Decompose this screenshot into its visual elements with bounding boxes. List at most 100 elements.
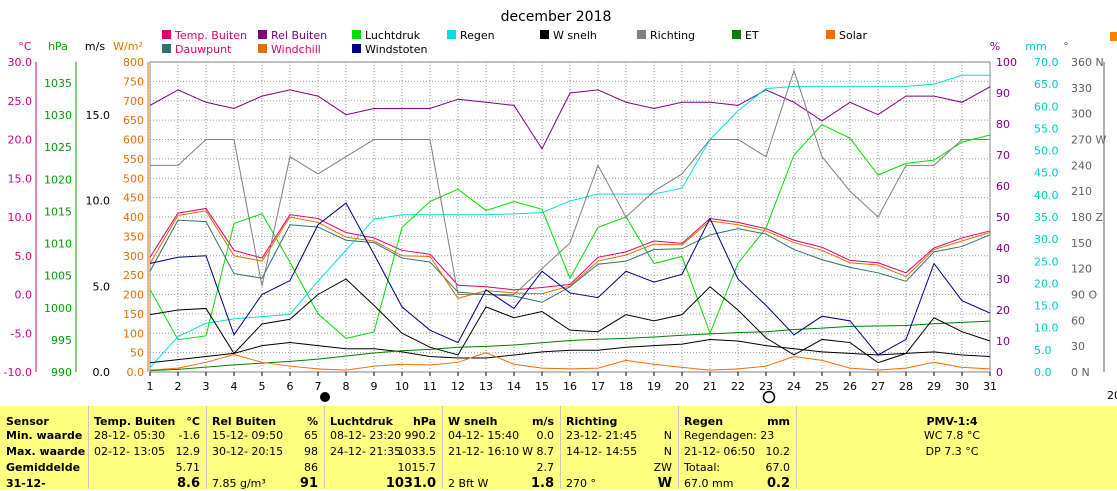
x-tick-label: 29 bbox=[927, 380, 941, 393]
new-moon-icon bbox=[320, 392, 330, 402]
wind-bft: 2 Bft W bbox=[448, 477, 489, 490]
chart-legend: Temp. Buiten Rel Buiten Luchtdruk Regen W sn… bbox=[162, 29, 868, 56]
axis-tick-wm2: 600 bbox=[123, 134, 144, 147]
x-tick-label: 15 bbox=[535, 380, 549, 393]
series-windstoten-line bbox=[149, 202, 991, 356]
x-tick-label: 1 bbox=[147, 380, 154, 393]
axis-tick-mm: 20.0 bbox=[1034, 277, 1059, 290]
pmv-column: PMV-1:4 WC 7.8 °C DP 7.3 °C bbox=[802, 406, 1102, 489]
axis-tick-pct: 10 bbox=[996, 335, 1010, 348]
axis-tick-temp_c: 15.0 bbox=[8, 172, 33, 185]
x-tick-label: 5 bbox=[259, 380, 266, 393]
plot-area bbox=[149, 68, 991, 372]
pmv-dewpoint: DP 7.3 °C bbox=[925, 445, 979, 458]
x-tick-label: 23 bbox=[759, 380, 773, 393]
x-tick-label: 9 bbox=[371, 380, 378, 393]
axis-tick-hpa: 1025 bbox=[44, 141, 72, 154]
legend-swatch bbox=[732, 30, 741, 39]
direction-max-value: N bbox=[663, 445, 672, 458]
x-tick-label: 19 bbox=[647, 380, 661, 393]
chart-grid bbox=[149, 61, 991, 373]
axis-tick-temp_c: 0.0 bbox=[15, 289, 33, 302]
temp-header: Temp. Buiten bbox=[94, 415, 176, 428]
right-edge-tick-label: 20 bbox=[1107, 389, 1117, 402]
series-dauwpunt-line bbox=[149, 219, 991, 303]
axis-tick-deg: 30 bbox=[1071, 340, 1085, 353]
axis-tick-deg: 120 bbox=[1071, 263, 1092, 276]
row-label-current: 31-12- bbox=[6, 477, 46, 490]
x-tick-label: 17 bbox=[591, 380, 605, 393]
axis-tick-pct: 100 bbox=[996, 56, 1017, 69]
series-richting-line bbox=[150, 68, 990, 295]
axis-tick-wm2: 150 bbox=[123, 308, 144, 321]
axis-label-ms: m/s bbox=[85, 40, 105, 53]
rain-month-total: 67.0 mm bbox=[684, 477, 734, 490]
pressure-current-value: 1031.0 bbox=[385, 476, 436, 491]
legend-swatch bbox=[447, 30, 456, 39]
axis-tick-mm: 70.0 bbox=[1034, 56, 1059, 69]
rain-column: Regen mm Regendagen: 23 21-12- 06:50 10.… bbox=[684, 406, 791, 490]
x-tick-label: 2 bbox=[175, 380, 182, 393]
axis-tick-temp_c: 5.0 bbox=[15, 250, 33, 263]
axis-tick-deg: 330 bbox=[1071, 82, 1092, 95]
axis-tick-wm2: 0.0 bbox=[127, 366, 145, 379]
axis-tick-hpa: 1005 bbox=[44, 270, 72, 283]
axis-tick-hpa: 1035 bbox=[44, 77, 72, 90]
temp-avg-value: 5.71 bbox=[175, 461, 201, 474]
pressure-min-time: 08-12- 23:20 bbox=[330, 429, 402, 442]
moon-phases bbox=[320, 390, 776, 404]
x-tick-label: 16 bbox=[563, 380, 577, 393]
rel-absolute-humidity: 7.85 g/m³ bbox=[212, 477, 266, 490]
temp-column: Temp. Buiten °C 28-12- 05:30 -1.6 02-12-… bbox=[94, 406, 201, 490]
weather-chart: december 2018 Temp. Buiten Rel Buiten Luch… bbox=[3, 9, 1117, 404]
axis-tick-deg: 0 N bbox=[1071, 366, 1090, 379]
axis-tick-wm2: 350 bbox=[123, 230, 144, 243]
direction-column: Richting 23-12- 21:45 N 14-12- 14:55 N Z… bbox=[566, 406, 672, 490]
axis-tick-deg: 90 O bbox=[1071, 289, 1097, 302]
series-solar-line bbox=[149, 352, 991, 371]
axes: °C 30.0 25.0 20.0 15.0 10.0 5.0 0.0 -5.0 -10.0 hPa… bbox=[4, 40, 1107, 379]
x-tick-label: 31 bbox=[983, 380, 997, 393]
axis-tick-mm: 65.0 bbox=[1034, 78, 1059, 91]
legend-label: Regen bbox=[460, 29, 495, 42]
axis-label-mm: mm bbox=[1025, 40, 1046, 53]
legend-swatch bbox=[258, 30, 267, 39]
axis-tick-deg: 60 bbox=[1071, 314, 1085, 327]
statistics-table: Sensor Min. waarde Max. waarde Gemiddeld… bbox=[0, 406, 1117, 491]
axis-tick-ms: 5.0 bbox=[93, 280, 111, 293]
legend-label: W snelh bbox=[553, 29, 597, 42]
rel-min-time: 15-12- 09:50 bbox=[212, 429, 284, 442]
legend-label: Rel Buiten bbox=[271, 29, 327, 42]
x-tick-label: 18 bbox=[619, 380, 633, 393]
axis-tick-pct: 20 bbox=[996, 304, 1010, 317]
series-windchill-line bbox=[149, 210, 991, 299]
axis-tick-wm2: 700 bbox=[123, 95, 144, 108]
axis-tick-deg: 210 bbox=[1071, 185, 1092, 198]
legend-swatch bbox=[540, 30, 549, 39]
axis-tick-mm: 40.0 bbox=[1034, 189, 1059, 202]
temp-max-time: 02-12- 13:05 bbox=[94, 445, 166, 458]
axis-tick-mm: 0.0 bbox=[1034, 366, 1052, 379]
axis-tick-deg: 300 bbox=[1071, 108, 1092, 121]
axis-tick-mm: 25.0 bbox=[1034, 255, 1059, 268]
rain-total-value: 67.0 bbox=[765, 461, 791, 474]
x-tick-label: 8 bbox=[343, 380, 350, 393]
temp-min-value: -1.6 bbox=[178, 429, 200, 442]
x-tick-label: 10 bbox=[395, 380, 409, 393]
x-tick-label: 28 bbox=[899, 380, 913, 393]
axis-tick-temp_c: 25.0 bbox=[8, 95, 33, 108]
axis-tick-pct: 30 bbox=[996, 273, 1010, 286]
x-tick-label: 25 bbox=[815, 380, 829, 393]
row-labels-column: Sensor Min. waarde Max. waarde Gemiddeld… bbox=[6, 406, 86, 490]
rel-column: Rel Buiten % 15-12- 09:50 65 30-12- 20:1… bbox=[212, 406, 318, 490]
axis-tick-temp_c: 20.0 bbox=[8, 134, 33, 147]
axis-tick-deg: 150 bbox=[1071, 237, 1092, 250]
x-tick-label: 11 bbox=[423, 380, 437, 393]
axis-tick-hpa: 1020 bbox=[44, 173, 72, 186]
x-tick-label: 20 bbox=[675, 380, 689, 393]
wind-min-time: 04-12- 15:40 bbox=[448, 429, 520, 442]
wind-avg-value: 2.7 bbox=[536, 461, 555, 474]
series-temp-buiten-line bbox=[149, 207, 991, 291]
axis-tick-mm: 45.0 bbox=[1034, 167, 1059, 180]
chart-title: december 2018 bbox=[501, 9, 612, 25]
